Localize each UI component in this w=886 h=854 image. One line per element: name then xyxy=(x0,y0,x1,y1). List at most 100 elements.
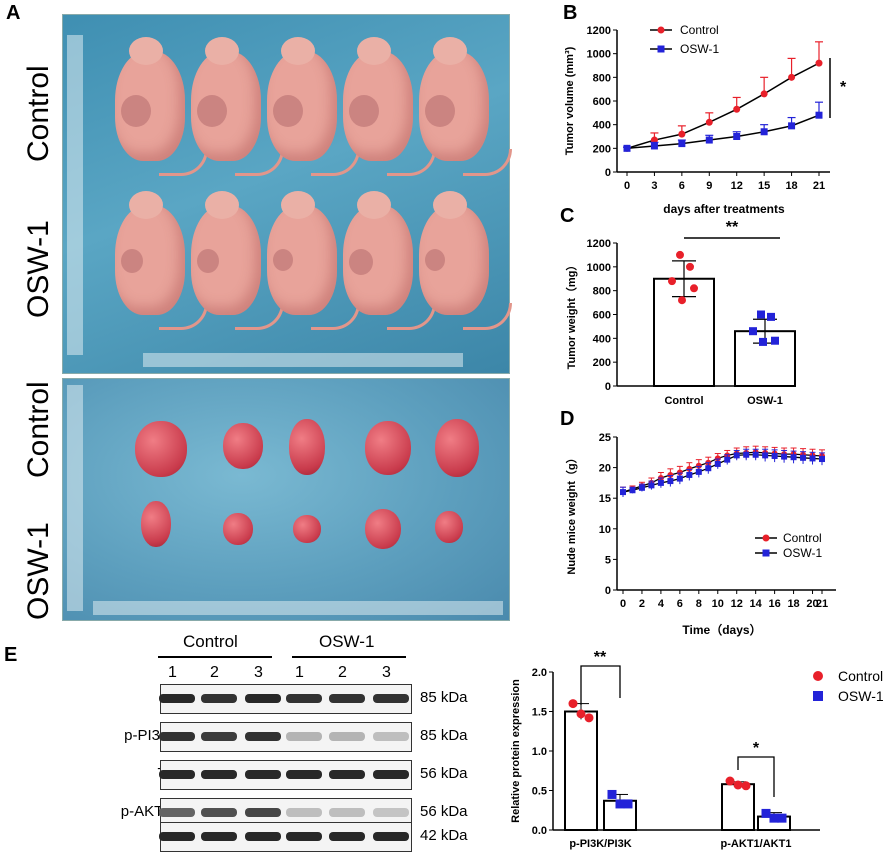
panel-label-d: D xyxy=(560,408,575,430)
blot-band xyxy=(329,770,365,779)
legend-marker-osw1 xyxy=(762,549,770,557)
significance-bracket xyxy=(737,756,775,797)
data-point xyxy=(760,90,768,98)
data-point xyxy=(668,277,676,286)
mouse xyxy=(191,191,284,330)
blot-band xyxy=(201,694,237,703)
legend-marker-control xyxy=(762,534,770,542)
y-tick-label: 1.0 xyxy=(532,746,547,758)
data-point xyxy=(749,327,757,336)
mouse xyxy=(419,37,512,176)
x-tick-label: 8 xyxy=(696,598,702,610)
data-point xyxy=(714,455,721,462)
y-tick-label: 10 xyxy=(599,524,611,536)
blot-band xyxy=(329,732,365,741)
x-tick-label: 12 xyxy=(731,180,743,192)
x-tick-label: 21 xyxy=(816,598,828,610)
x-tick-label: 21 xyxy=(813,180,825,192)
legend-marker-control xyxy=(657,26,665,34)
blot-band xyxy=(373,832,409,841)
x-tick-label: p-PI3K/PI3K xyxy=(569,838,631,850)
mouse xyxy=(115,191,208,330)
y-tick-label: 0.0 xyxy=(532,825,547,837)
data-point xyxy=(819,456,825,463)
x-tick-label: Control xyxy=(664,395,703,407)
blot-strip xyxy=(159,760,412,790)
data-point xyxy=(623,144,631,152)
data-point xyxy=(678,140,686,148)
blot-lane-label: 1 xyxy=(295,664,304,681)
significance-label: * xyxy=(753,740,760,757)
x-axis-title: Time（days） xyxy=(682,622,761,637)
y-tick-label: 1000 xyxy=(587,262,611,274)
data-point xyxy=(686,465,693,472)
blot-strip xyxy=(159,684,412,714)
y-tick-label: 200 xyxy=(593,357,611,369)
mouse xyxy=(115,37,208,176)
x-tick-label: 2 xyxy=(639,598,645,610)
x-tick-label: p-AKT1/AKT1 xyxy=(721,838,792,850)
data-point xyxy=(788,122,796,130)
x-tick-label: 4 xyxy=(658,598,665,610)
data-point xyxy=(767,312,775,321)
data-point xyxy=(733,105,741,113)
data-point xyxy=(650,142,658,150)
data-point xyxy=(725,776,735,786)
tumor xyxy=(223,513,253,545)
blot-band xyxy=(286,808,322,817)
data-point xyxy=(676,475,683,482)
data-point xyxy=(568,699,578,709)
significance-label: ** xyxy=(594,649,607,666)
x-tick-label: 0 xyxy=(620,598,626,610)
blot-band xyxy=(286,732,322,741)
blot-group-line xyxy=(292,656,406,658)
data-point xyxy=(705,118,713,126)
data-point xyxy=(777,813,787,823)
blot-band xyxy=(329,808,365,817)
legend-control: Control xyxy=(838,668,883,684)
y-tick-label: 1000 xyxy=(587,49,611,61)
data-point xyxy=(815,59,823,67)
y-tick-label: 1.5 xyxy=(532,707,547,719)
blot-band xyxy=(286,770,322,779)
blot-band xyxy=(286,694,322,703)
mouse xyxy=(267,191,360,330)
ruler-vertical xyxy=(67,35,83,355)
blot-kda-label: 42 kDa xyxy=(420,827,468,844)
y-axis-title: Tumor weight（mg） xyxy=(565,260,578,370)
y-tick-label: 20 xyxy=(599,463,611,475)
mouse xyxy=(343,37,436,176)
legend-marker-control xyxy=(813,671,823,681)
data-point xyxy=(615,799,625,809)
data-point xyxy=(714,460,721,467)
ruler-vertical xyxy=(67,385,83,611)
tumor xyxy=(293,515,321,543)
data-point xyxy=(676,469,683,476)
blot-band xyxy=(245,694,281,703)
series-line-osw1 xyxy=(622,454,823,493)
data-point xyxy=(638,484,645,491)
data-point xyxy=(678,296,686,305)
y-tick-label: 800 xyxy=(593,72,611,84)
data-point xyxy=(760,128,768,136)
data-point xyxy=(743,451,750,458)
mouse xyxy=(419,191,512,330)
tumor xyxy=(365,421,411,475)
y-axis-title: Tumor volume (mm³) xyxy=(564,46,576,155)
blot-lane-label: 2 xyxy=(210,664,219,681)
data-point xyxy=(686,262,694,271)
x-tick-label: 12 xyxy=(731,598,743,610)
x-tick-label: 18 xyxy=(785,180,797,192)
significance-label: * xyxy=(840,79,847,96)
blot-lane-label: 3 xyxy=(382,664,391,681)
data-point xyxy=(705,465,712,472)
blot-strip xyxy=(159,822,412,852)
legend-osw1: OSW-1 xyxy=(838,688,884,704)
blot-band xyxy=(329,694,365,703)
data-point xyxy=(761,808,771,818)
data-point xyxy=(733,780,743,790)
data-point xyxy=(771,452,778,459)
blot-band xyxy=(201,808,237,817)
blot-strip xyxy=(159,722,412,752)
blot-band xyxy=(159,808,195,817)
